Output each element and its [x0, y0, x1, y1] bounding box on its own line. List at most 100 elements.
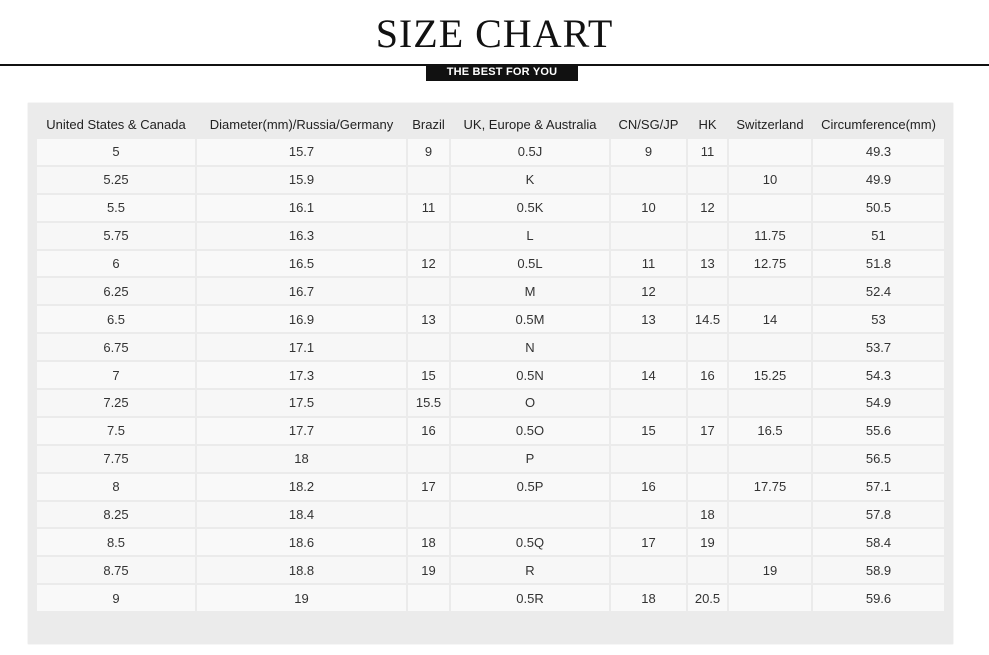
column-header: UK, Europe & Australia [451, 112, 609, 137]
table-row: 5.5 16.1 11 0.5K 10 12 50.5 [37, 194, 944, 221]
table-cell [729, 139, 811, 165]
table-cell: 53 [813, 306, 944, 333]
table-cell: 18 [611, 585, 686, 612]
table-cell: 19 [197, 585, 406, 612]
table-cell: 9 [37, 585, 195, 612]
table-cell: 5.25 [37, 166, 195, 193]
table-cell: 7.75 [37, 445, 195, 472]
table-cell: 17 [408, 473, 449, 500]
table-cell [729, 194, 811, 221]
table-row: 5.25 15.9 K 10 49.9 [37, 166, 944, 193]
table-cell: 15 [408, 362, 449, 389]
table-cell [688, 390, 727, 416]
table-cell: 15.5 [408, 390, 449, 416]
table-cell: 17.5 [197, 390, 406, 416]
table-cell: 19 [688, 529, 727, 556]
table-cell: L [451, 222, 609, 249]
table-cell [408, 278, 449, 305]
table-cell: 53.7 [813, 334, 944, 361]
table-row: 7.25 17.5 15.5 O 54.9 [37, 390, 944, 416]
table-cell [729, 278, 811, 305]
table-cell: 52.4 [813, 278, 944, 305]
column-header: CN/SG/JP [611, 112, 686, 137]
table-cell: 19 [408, 557, 449, 584]
table-cell [729, 445, 811, 472]
table-cell: 6.25 [37, 278, 195, 305]
table-row: 5.75 16.3 L 11.75 51 [37, 222, 944, 249]
table-cell [611, 445, 686, 472]
table-cell: 14.5 [688, 306, 727, 333]
table-cell: 0.5Q [451, 529, 609, 556]
table-cell: 54.9 [813, 390, 944, 416]
table-cell: N [451, 334, 609, 361]
table-cell: 51.8 [813, 250, 944, 277]
size-chart-table: United States & Canada Diameter(mm)/Russ… [35, 110, 946, 613]
table-row: 8.25 18.4 18 57.8 [37, 501, 944, 528]
table-cell [408, 445, 449, 472]
table-cell [611, 334, 686, 361]
table-cell [408, 166, 449, 193]
table-cell: 12 [611, 278, 686, 305]
table-body: 5 15.7 9 0.5J 9 11 49.3 5.25 15.9 K 10 49.9 5.5 16.1 1… [37, 139, 944, 612]
table-cell: 7.5 [37, 417, 195, 444]
table-cell: 17 [611, 529, 686, 556]
table-cell: 8.5 [37, 529, 195, 556]
table-cell [611, 557, 686, 584]
table-cell: 18.2 [197, 473, 406, 500]
table-cell: 7 [37, 362, 195, 389]
table-cell [688, 445, 727, 472]
table-cell [729, 501, 811, 528]
table-row: 6.25 16.7 M 12 52.4 [37, 278, 944, 305]
table-cell: 0.5J [451, 139, 609, 165]
table-row: 7.75 18 P 56.5 [37, 445, 944, 472]
table-cell: P [451, 445, 609, 472]
table-row: 6.5 16.9 13 0.5M 13 14.5 14 53 [37, 306, 944, 333]
table-cell [611, 390, 686, 416]
table-row: 6 16.5 12 0.5L 11 13 12.75 51.8 [37, 250, 944, 277]
table-cell: 0.5P [451, 473, 609, 500]
table-cell: 50.5 [813, 194, 944, 221]
table-cell: 54.3 [813, 362, 944, 389]
table-cell: 14 [611, 362, 686, 389]
table-cell: 9 [611, 139, 686, 165]
table-cell: 12 [408, 250, 449, 277]
column-header: Circumference(mm) [813, 112, 944, 137]
column-header: HK [688, 112, 727, 137]
size-chart-panel: United States & Canada Diameter(mm)/Russ… [28, 103, 953, 644]
table-cell: 12 [688, 194, 727, 221]
table-cell: 58.9 [813, 557, 944, 584]
table-cell: 14 [729, 306, 811, 333]
table-cell: 0.5L [451, 250, 609, 277]
table-cell: 18.4 [197, 501, 406, 528]
table-cell: R [451, 557, 609, 584]
table-cell: 18 [688, 501, 727, 528]
table-cell: 6 [37, 250, 195, 277]
table-row: 8 18.2 17 0.5P 16 17.75 57.1 [37, 473, 944, 500]
table-cell: 11 [688, 139, 727, 165]
column-header: Diameter(mm)/Russia/Germany [197, 112, 406, 137]
table-cell: 8.25 [37, 501, 195, 528]
table-cell: 59.6 [813, 585, 944, 612]
table-cell: 57.1 [813, 473, 944, 500]
table-cell: 15 [611, 417, 686, 444]
table-cell [688, 222, 727, 249]
table-cell: 17.75 [729, 473, 811, 500]
table-cell: 5.5 [37, 194, 195, 221]
table-cell: 58.4 [813, 529, 944, 556]
table-cell: O [451, 390, 609, 416]
table-cell: 15.7 [197, 139, 406, 165]
table-row: 8.75 18.8 19 R 19 58.9 [37, 557, 944, 584]
table-cell: 10 [729, 166, 811, 193]
table-cell [408, 585, 449, 612]
table-cell: 16.9 [197, 306, 406, 333]
table-cell [729, 334, 811, 361]
table-row: 8.5 18.6 18 0.5Q 17 19 58.4 [37, 529, 944, 556]
table-header-row: United States & Canada Diameter(mm)/Russ… [37, 112, 944, 137]
table-cell: 11 [408, 194, 449, 221]
table-cell [611, 222, 686, 249]
table-cell: 49.9 [813, 166, 944, 193]
table-cell: 17 [688, 417, 727, 444]
table-cell: 20.5 [688, 585, 727, 612]
table-cell [611, 166, 686, 193]
table-cell: 6.5 [37, 306, 195, 333]
